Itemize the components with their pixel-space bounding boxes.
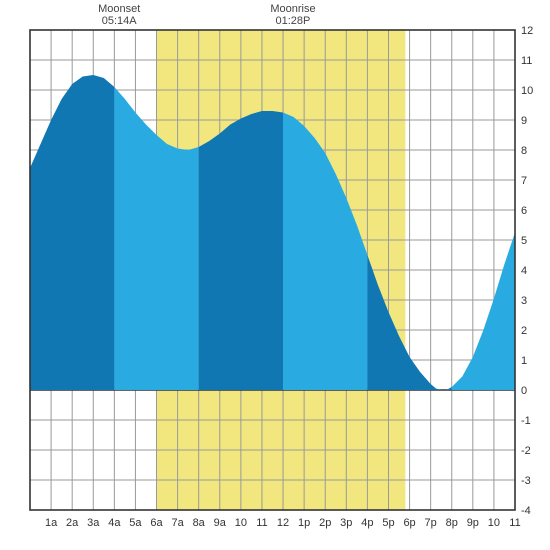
tide-chart: -4-3-2-101234567891011121a2a3a4a5a6a7a8a…: [0, 0, 550, 550]
chart-svg: -4-3-2-101234567891011121a2a3a4a5a6a7a8a…: [0, 0, 550, 550]
y-tick-label: -2: [521, 445, 531, 457]
x-tick-label: 11: [509, 517, 520, 529]
moonset-label: Moonset: [98, 3, 140, 15]
x-tick-label: 2p: [319, 517, 331, 529]
x-tick-label: 6a: [150, 517, 163, 529]
x-tick-label: 7p: [425, 517, 437, 529]
x-tick-label: 5p: [382, 517, 394, 529]
x-tick-label: 4p: [361, 517, 373, 529]
moonrise-time: 01:28P: [276, 15, 311, 27]
y-tick-label: 10: [521, 85, 533, 97]
x-tick-label: 1p: [298, 517, 310, 529]
y-tick-label: 4: [521, 265, 527, 277]
y-tick-label: -1: [521, 415, 531, 427]
y-tick-label: 2: [521, 325, 527, 337]
y-tick-label: 12: [521, 25, 533, 37]
x-tick-label: 10: [488, 517, 500, 529]
x-tick-label: 10: [235, 517, 247, 529]
moonset-time: 05:14A: [102, 15, 138, 27]
y-tick-label: 8: [521, 145, 527, 157]
x-tick-label: 5a: [129, 517, 142, 529]
y-tick-label: 0: [521, 385, 527, 397]
x-tick-label: 9p: [467, 517, 479, 529]
y-tick-label: 1: [521, 355, 527, 367]
x-tick-label: 2a: [66, 517, 79, 529]
x-tick-label: 12: [277, 517, 289, 529]
y-tick-label: 6: [521, 205, 527, 217]
x-tick-label: 8a: [193, 517, 206, 529]
x-tick-label: 7a: [171, 517, 184, 529]
x-tick-label: 3a: [87, 517, 100, 529]
x-tick-label: 1a: [45, 517, 58, 529]
y-tick-label: -4: [521, 505, 531, 517]
tide-area-segment: [199, 111, 283, 390]
x-tick-label: 6p: [403, 517, 415, 529]
x-tick-label: 9a: [214, 517, 227, 529]
y-tick-label: -3: [521, 475, 531, 487]
y-tick-label: 11: [521, 55, 532, 67]
moonrise-label: Moonrise: [270, 3, 315, 15]
y-tick-label: 3: [521, 295, 527, 307]
y-tick-label: 7: [521, 175, 527, 187]
y-tick-label: 5: [521, 235, 527, 247]
x-tick-label: 3p: [340, 517, 352, 529]
x-tick-label: 11: [256, 517, 267, 529]
y-tick-label: 9: [521, 115, 527, 127]
x-tick-label: 4a: [108, 517, 121, 529]
x-tick-label: 8p: [446, 517, 458, 529]
